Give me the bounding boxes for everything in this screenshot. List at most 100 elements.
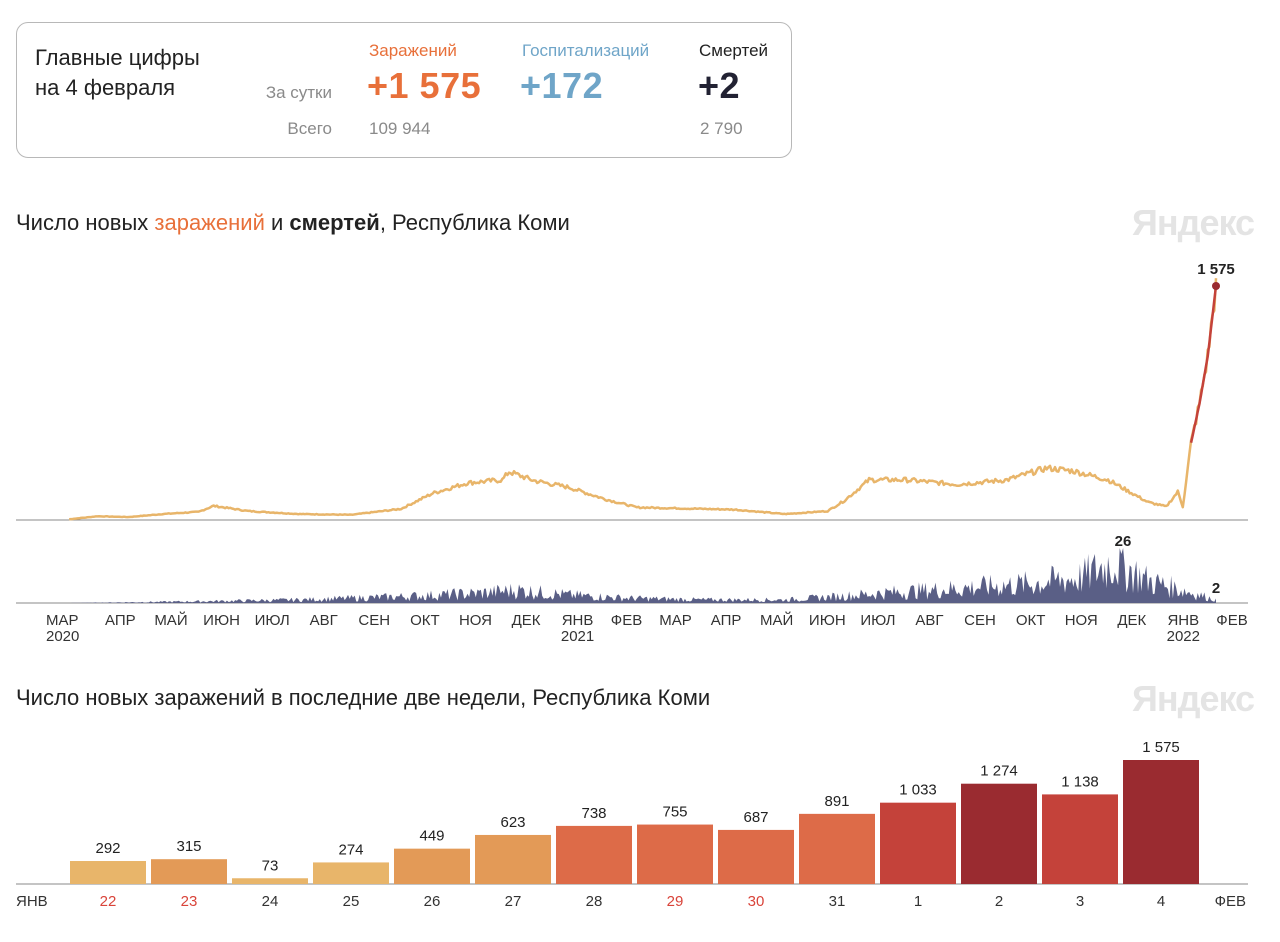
bar-category-label: 26 (424, 893, 441, 910)
bar-value-label: 73 (262, 857, 279, 874)
x-tick-label: МАР (659, 612, 692, 629)
deaths-day: +2 (698, 65, 741, 106)
bar-value-label: 274 (338, 841, 363, 858)
bar (70, 861, 146, 884)
bar (394, 848, 470, 884)
x-tick-label: АВГ (310, 612, 338, 629)
x-tick-label: МАР (46, 612, 79, 629)
x-tick-label: ДЕК (512, 612, 541, 629)
bar (799, 813, 875, 884)
x-tick-label: АВГ (915, 612, 943, 629)
bar-value-label: 1 575 (1142, 739, 1180, 756)
bar-category-label: 22 (100, 893, 117, 910)
year-label-2020: 2020 (46, 628, 79, 645)
x-tick-label: МАЙ (154, 611, 187, 629)
bar-value-label: 315 (176, 838, 201, 855)
summary-card: Главные цифры на 4 февраля За сутки Всег… (16, 22, 792, 158)
bars-right-month: ФЕВ (1215, 893, 1246, 910)
x-tick-label: ФЕВ (611, 612, 642, 629)
infections-label: Заражений (369, 41, 457, 60)
bar (232, 878, 308, 884)
year-label-2021: 2021 (561, 628, 594, 645)
bar-value-label: 755 (662, 804, 687, 821)
bar-category-label: 25 (343, 893, 360, 910)
x-tick-label: НОЯ (1065, 612, 1098, 629)
bar-category-label: 3 (1076, 893, 1084, 910)
bar (1042, 794, 1118, 884)
infections-total: 109 944 (369, 119, 431, 138)
x-tick-label: НОЯ (459, 612, 492, 629)
x-tick-label: ФЕВ (1216, 612, 1247, 629)
infections-line (69, 278, 1218, 521)
year-label-2022: 2022 (1167, 628, 1200, 645)
deaths-label: Смертей (699, 41, 769, 60)
bar-category-label: 2 (995, 893, 1003, 910)
bar-category-label: 23 (181, 893, 198, 910)
bar-category-label: 27 (505, 893, 522, 910)
row-label-total: Всего (287, 119, 332, 138)
bar-value-label: 1 274 (980, 763, 1018, 780)
hospitalizations-label: Госпитализаций (522, 41, 650, 60)
bar-category-label: 28 (586, 893, 603, 910)
x-tick-label: СЕН (964, 612, 996, 629)
hospitalizations-day: +172 (520, 65, 604, 106)
bar (475, 834, 551, 884)
x-tick-label: АПР (105, 612, 136, 629)
bar (961, 783, 1037, 884)
bar-value-label: 1 138 (1061, 773, 1099, 790)
yandex-watermark-2: Яндекс (1132, 678, 1255, 719)
bar (718, 829, 794, 884)
bar-category-label: 30 (748, 893, 765, 910)
x-tick-label: ОКТ (410, 612, 440, 629)
infections-line-recent (1189, 285, 1218, 443)
bar-value-label: 292 (95, 840, 120, 857)
bar-value-label: 687 (743, 809, 768, 826)
deaths-last-label: 2 (1212, 580, 1220, 597)
summary-title-line2: на 4 февраля (35, 75, 176, 100)
chart1-title-deaths: смертей (289, 210, 380, 235)
bar (313, 862, 389, 884)
x-tick-label: СЕН (358, 612, 390, 629)
x-tick-label: ОКТ (1016, 612, 1046, 629)
bar-category-label: 4 (1157, 893, 1165, 910)
bar-value-label: 449 (419, 828, 444, 845)
yandex-watermark: Яндекс (1132, 202, 1255, 243)
x-tick-label: ЯНВ (1167, 612, 1199, 629)
bar (556, 825, 632, 884)
bar-category-label: 31 (829, 893, 846, 910)
x-tick-label: ДЕК (1117, 612, 1146, 629)
x-tick-label: ИЮН (203, 612, 240, 629)
chart1-title-and: и (264, 210, 290, 235)
bar-category-label: 24 (262, 893, 279, 910)
chart1-title-part: Число новых (16, 210, 155, 235)
chart1-title-rest: , Республика Коми (379, 210, 570, 235)
bar-value-label: 1 033 (899, 782, 937, 799)
bar (880, 802, 956, 884)
x-tick-label: ИЮН (809, 612, 846, 629)
deaths-total: 2 790 (700, 119, 743, 138)
summary-title: Главные цифры на 4 февраля (35, 43, 255, 103)
chart1-title: Число новых заражений и смертей, Республ… (16, 210, 570, 236)
x-tick-label: ЯНВ (562, 612, 594, 629)
bar-category-label: 29 (667, 893, 684, 910)
x-tick-label: ИЮЛ (860, 612, 895, 629)
bar (1123, 760, 1199, 884)
infections-peak-label: 1 575 (1197, 261, 1235, 278)
bars-left-month: ЯНВ (16, 893, 48, 910)
bar-value-label: 623 (500, 814, 525, 831)
infections-day: +1 575 (367, 65, 482, 106)
row-label-day: За сутки (265, 83, 332, 102)
x-tick-label: ИЮЛ (255, 612, 290, 629)
chart1-title-infections: заражений (154, 210, 265, 235)
bar-value-label: 891 (824, 793, 849, 810)
chart2-title: Число новых заражений в последние две не… (16, 685, 711, 710)
x-tick-label: МАЙ (760, 611, 793, 629)
deaths-peak-label: 26 (1115, 533, 1132, 550)
x-tick-label: АПР (711, 612, 742, 629)
bar (637, 824, 713, 884)
bar-value-label: 738 (581, 805, 606, 822)
infections-peak-dot (1212, 282, 1220, 290)
deaths-area (46, 548, 1216, 603)
bar-category-label: 1 (914, 893, 922, 910)
